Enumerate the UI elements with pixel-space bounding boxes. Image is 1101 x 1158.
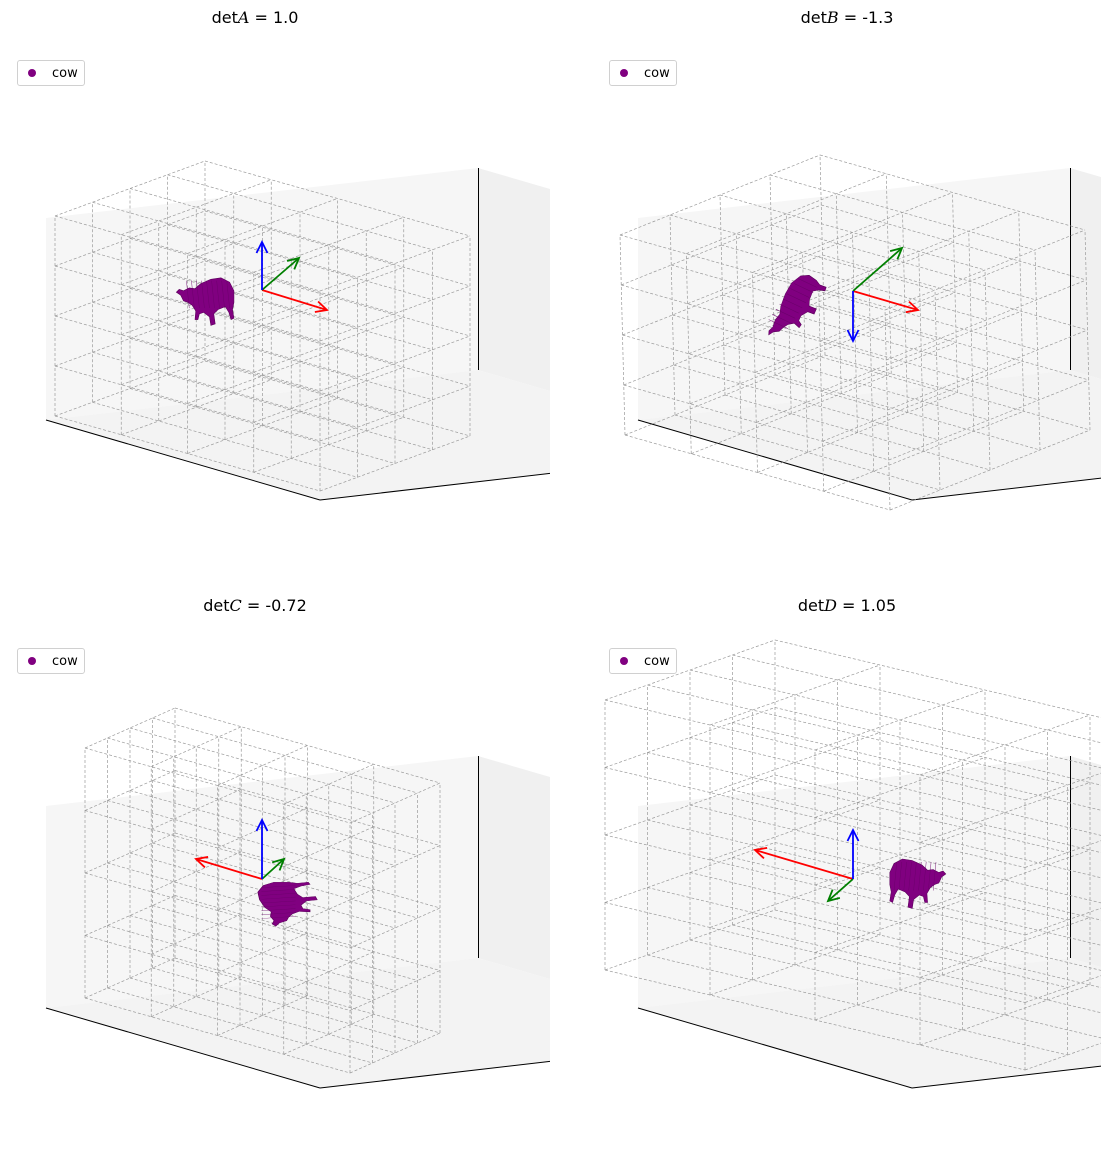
- legend: cow: [17, 648, 85, 674]
- grid-line: [775, 640, 1101, 740]
- grid-line: [690, 670, 1101, 770]
- subplot-c: detC = -0.72 cow: [0, 588, 550, 1158]
- legend-marker: [620, 657, 628, 665]
- chart-title: detC = -0.72: [0, 596, 510, 615]
- legend-label: cow: [52, 66, 78, 81]
- legend-label: cow: [52, 654, 78, 669]
- grid-line: [620, 235, 625, 435]
- legend-marker: [28, 657, 36, 665]
- legend-marker: [620, 69, 628, 77]
- legend-label: cow: [644, 654, 670, 669]
- chart-title: detB = -1.3: [592, 8, 1101, 27]
- legend: cow: [609, 60, 677, 86]
- subplot-b: detB = -1.3 cow: [592, 0, 1101, 570]
- legend: cow: [17, 60, 85, 86]
- subplot-d: detD = 1.05 cow: [592, 588, 1101, 1158]
- chart-title: detD = 1.05: [592, 596, 1101, 615]
- subplot-a: detA = 1.0 cow: [0, 0, 550, 570]
- legend-marker: [28, 69, 36, 77]
- legend-label: cow: [644, 66, 670, 81]
- chart-title: detA = 1.0: [0, 8, 510, 27]
- legend: cow: [609, 648, 677, 674]
- grid-line: [733, 655, 1101, 755]
- grid-line: [710, 665, 880, 725]
- grid-line: [815, 690, 985, 750]
